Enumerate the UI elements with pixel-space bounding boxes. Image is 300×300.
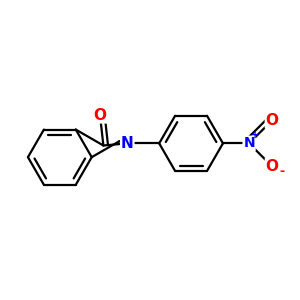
Text: +: + [251, 130, 259, 140]
Text: O: O [94, 108, 106, 123]
Text: N: N [121, 136, 134, 151]
Text: N: N [243, 136, 255, 150]
Text: O: O [266, 159, 279, 174]
Text: -: - [280, 165, 285, 178]
Text: O: O [266, 113, 279, 128]
